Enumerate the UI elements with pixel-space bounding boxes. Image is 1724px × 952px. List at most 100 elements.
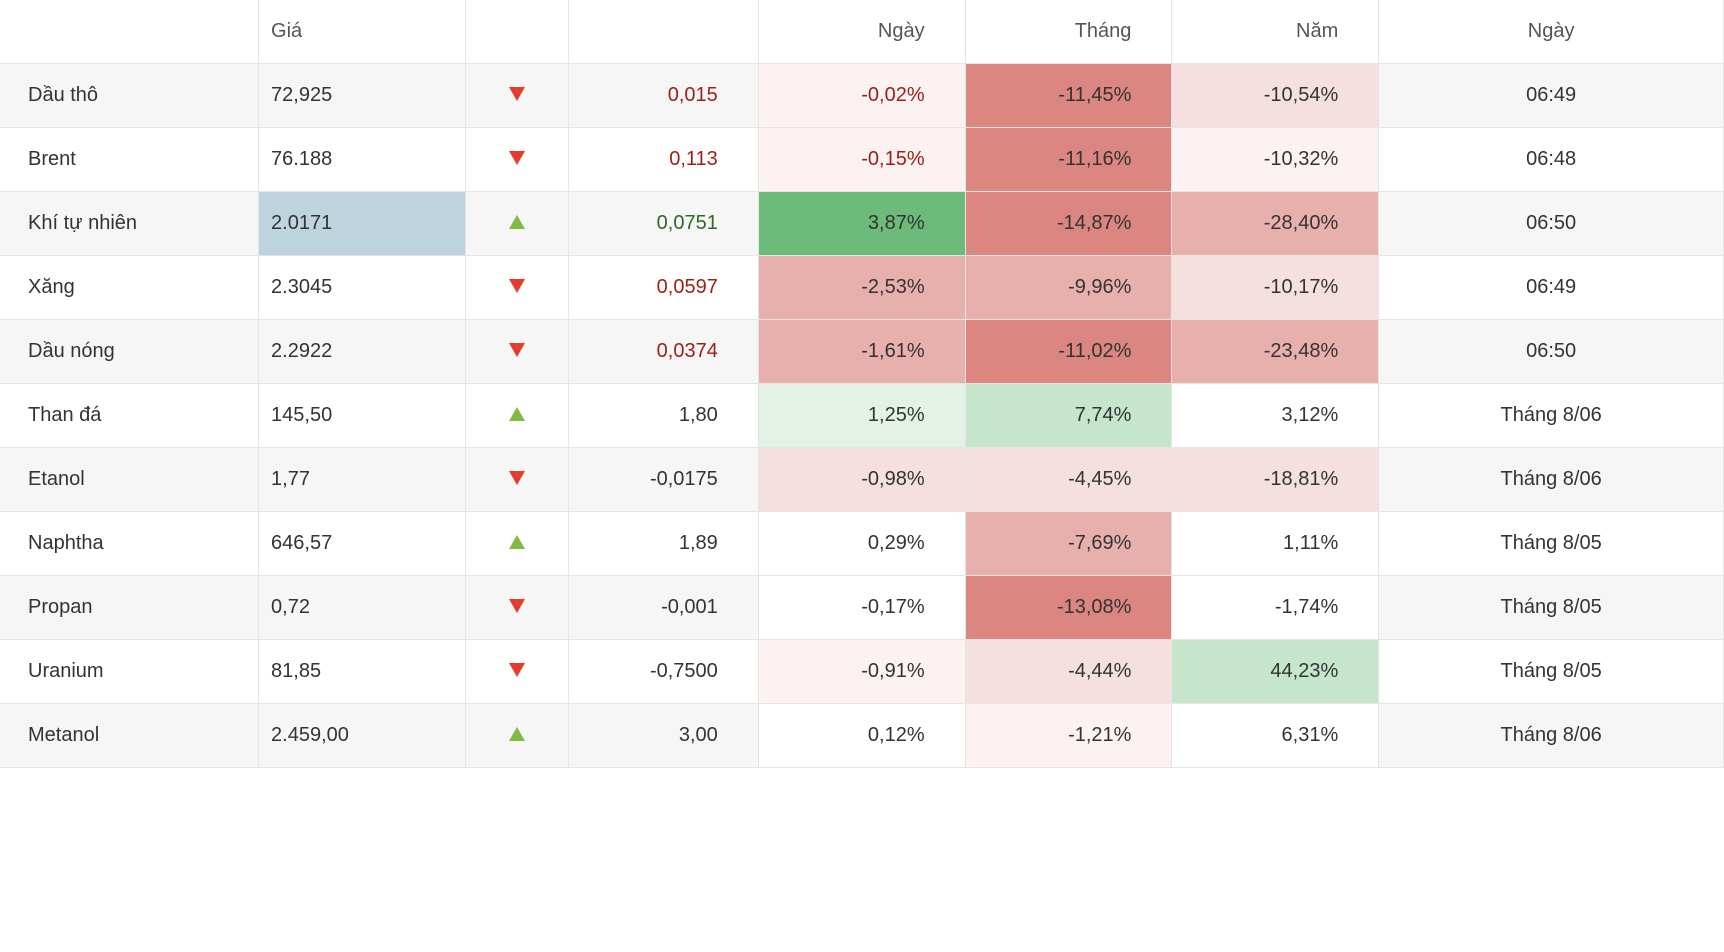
price-cell: 0,72 [259, 576, 466, 640]
change-cell: -0,7500 [569, 640, 759, 704]
table-row[interactable]: Dầu thô72,9250,015-0,02%-11,45%-10,54%06… [0, 64, 1724, 128]
commodity-name[interactable]: Dầu nóng [0, 320, 259, 384]
table-row[interactable]: Than đá145,501,801,25%7,74%3,12%Tháng 8/… [0, 384, 1724, 448]
change-cell: 1,80 [569, 384, 759, 448]
date-cell: Tháng 8/06 [1379, 384, 1724, 448]
table-row[interactable]: Propan0,72 -0,001-0,17%-13,08%-1,74%Tháng… [0, 576, 1724, 640]
commodity-table: Giá Ngày Tháng Năm Ngày Dầu thô72,925 0,0… [0, 0, 1724, 768]
year-pct-cell: -1,74% [1172, 576, 1379, 640]
date-cell: 06:48 [1379, 128, 1724, 192]
price-cell: 1,77 [259, 448, 466, 512]
year-pct-cell: 44,23% [1172, 640, 1379, 704]
direction-cell [465, 320, 568, 384]
price-cell: 646,57 [259, 512, 466, 576]
arrow-down-icon [509, 343, 525, 357]
direction-cell [465, 192, 568, 256]
change-cell: 0,113 [569, 128, 759, 192]
table-row[interactable]: Metanol2.459,003,000,12%-1,21%6,31%Tháng… [0, 704, 1724, 768]
table-row[interactable]: Naphtha646,571,890,29%-7,69%1,11%Tháng 8… [0, 512, 1724, 576]
table-row[interactable]: Khí tự nhiên2.01710,07513,87%-14,87%-28,… [0, 192, 1724, 256]
col-price: Giá [259, 0, 466, 64]
direction-cell [465, 512, 568, 576]
year-pct-cell: -28,40% [1172, 192, 1379, 256]
month-pct-cell: -11,16% [965, 128, 1172, 192]
year-pct-cell: -10,32% [1172, 128, 1379, 192]
col-date: Ngày [1379, 0, 1724, 64]
commodity-name[interactable]: Etanol [0, 448, 259, 512]
date-cell: 06:49 [1379, 256, 1724, 320]
change-cell: 0,0751 [569, 192, 759, 256]
direction-cell [465, 640, 568, 704]
change-cell: -0,001 [569, 576, 759, 640]
col-name [0, 0, 259, 64]
arrow-up-icon [509, 535, 525, 549]
change-cell: 1,89 [569, 512, 759, 576]
commodity-name[interactable]: Brent [0, 128, 259, 192]
year-pct-cell: 1,11% [1172, 512, 1379, 576]
arrow-up-icon [509, 727, 525, 741]
date-cell: Tháng 8/06 [1379, 448, 1724, 512]
commodity-name[interactable]: Xăng [0, 256, 259, 320]
change-cell: 0,0597 [569, 256, 759, 320]
year-pct-cell: -10,17% [1172, 256, 1379, 320]
direction-cell [465, 64, 568, 128]
commodity-name[interactable]: Khí tự nhiên [0, 192, 259, 256]
col-change [569, 0, 759, 64]
date-cell: Tháng 8/05 [1379, 576, 1724, 640]
table-row[interactable]: Xăng2.30450,0597-2,53%-9,96%-10,17%06:49 [0, 256, 1724, 320]
arrow-down-icon [509, 151, 525, 165]
month-pct-cell: -14,87% [965, 192, 1172, 256]
month-pct-cell: -11,02% [965, 320, 1172, 384]
day-pct-cell: -0,02% [758, 64, 965, 128]
arrow-down-icon [509, 279, 525, 293]
col-day: Ngày [758, 0, 965, 64]
day-pct-cell: -0,17% [758, 576, 965, 640]
date-cell: Tháng 8/06 [1379, 704, 1724, 768]
month-pct-cell: 7,74% [965, 384, 1172, 448]
date-cell: Tháng 8/05 [1379, 512, 1724, 576]
commodity-name[interactable]: Naphtha [0, 512, 259, 576]
arrow-down-icon [509, 471, 525, 485]
direction-cell [465, 448, 568, 512]
day-pct-cell: -0,98% [758, 448, 965, 512]
direction-cell [465, 128, 568, 192]
table-row[interactable]: Uranium81,85-0,7500-0,91%-4,44%44,23%Thá… [0, 640, 1724, 704]
change-cell: 0,015 [569, 64, 759, 128]
arrow-up-icon [509, 215, 525, 229]
month-pct-cell: -13,08% [965, 576, 1172, 640]
day-pct-cell: 0,12% [758, 704, 965, 768]
price-cell: 81,85 [259, 640, 466, 704]
table-row[interactable]: Brent76.1880,113-0,15%-11,16%-10,32%06:4… [0, 128, 1724, 192]
commodity-name[interactable]: Than đá [0, 384, 259, 448]
table-row[interactable]: Dầu nóng2.29220,0374-1,61%-11,02%-23,48%… [0, 320, 1724, 384]
direction-cell [465, 704, 568, 768]
col-dir [465, 0, 568, 64]
header-row: Giá Ngày Tháng Năm Ngày [0, 0, 1724, 64]
arrow-up-icon [509, 407, 525, 421]
arrow-down-icon [509, 599, 525, 613]
commodity-name[interactable]: Uranium [0, 640, 259, 704]
date-cell: 06:49 [1379, 64, 1724, 128]
direction-cell [465, 576, 568, 640]
change-cell: 3,00 [569, 704, 759, 768]
year-pct-cell: -23,48% [1172, 320, 1379, 384]
col-year: Năm [1172, 0, 1379, 64]
commodity-name[interactable]: Metanol [0, 704, 259, 768]
date-cell: Tháng 8/05 [1379, 640, 1724, 704]
price-cell: 72,925 [259, 64, 466, 128]
day-pct-cell: 3,87% [758, 192, 965, 256]
direction-cell [465, 256, 568, 320]
month-pct-cell: -4,45% [965, 448, 1172, 512]
arrow-down-icon [509, 663, 525, 677]
col-month: Tháng [965, 0, 1172, 64]
day-pct-cell: 0,29% [758, 512, 965, 576]
year-pct-cell: -10,54% [1172, 64, 1379, 128]
table-row[interactable]: Etanol1,77-0,0175-0,98%-4,45%-18,81%Thán… [0, 448, 1724, 512]
date-cell: 06:50 [1379, 320, 1724, 384]
date-cell: 06:50 [1379, 192, 1724, 256]
price-cell: 2.459,00 [259, 704, 466, 768]
direction-cell [465, 384, 568, 448]
month-pct-cell: -9,96% [965, 256, 1172, 320]
commodity-name[interactable]: Propan [0, 576, 259, 640]
commodity-name[interactable]: Dầu thô [0, 64, 259, 128]
